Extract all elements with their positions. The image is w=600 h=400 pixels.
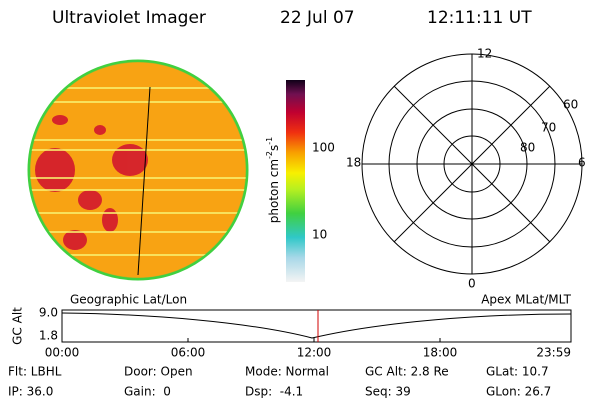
- footer-field: Dsp: -4.1: [245, 385, 303, 399]
- colorbar: 100 10 photon cm-2s-1: [265, 80, 335, 282]
- image-disk: [27, 59, 249, 281]
- timeline-xtick: 23:59: [536, 346, 571, 360]
- timeline-title: Apex MLat/MLT: [481, 293, 571, 307]
- timeline-ytick: 9.0: [39, 306, 58, 320]
- timeline-panel: [61, 309, 572, 343]
- mlt-label: 0: [468, 277, 476, 291]
- timeline-ytick: 1.8: [39, 329, 58, 343]
- timeline-xtick: 06:00: [171, 346, 206, 360]
- lat-label: 60: [563, 98, 578, 112]
- timeline-xtick: 18:00: [423, 346, 458, 360]
- timeline-title: Geographic Lat/Lon: [70, 293, 187, 307]
- mlt-label: 6: [578, 156, 586, 170]
- colorbar-tick: 10: [312, 228, 327, 242]
- footer-field: Gain: 0: [124, 385, 171, 399]
- polar-grid: [361, 53, 583, 275]
- date: 22 Jul 07: [280, 8, 355, 28]
- footer-field: Mode: Normal: [245, 365, 329, 379]
- footer-field: GLat: 10.7: [486, 365, 549, 379]
- colorbar-unit: photon cm-2s-1: [265, 137, 281, 224]
- footer-field: GLon: 26.7: [486, 385, 551, 399]
- timeline-ylabel: GC Alt: [11, 307, 25, 345]
- footer-field: Door: Open: [124, 365, 193, 379]
- title: Ultraviolet Imager: [52, 8, 206, 28]
- footer-field: Seq: 39: [365, 385, 411, 399]
- mlt-label: 12: [477, 47, 492, 61]
- time: 12:11:11 UT: [427, 8, 532, 28]
- timeline-xtick: 00:00: [45, 346, 80, 360]
- mlt-label: 18: [346, 156, 361, 170]
- footer-field: IP: 36.0: [8, 385, 53, 399]
- timeline-xtick: 12:00: [297, 346, 332, 360]
- lat-label: 70: [541, 121, 556, 135]
- footer-field: GC Alt: 2.8 Re: [365, 365, 449, 379]
- footer: Flt: LBHL Door: Open Mode: Normal GC Alt: 2…: [8, 365, 551, 399]
- footer-field: Flt: LBHL: [8, 365, 62, 379]
- lat-label: 80: [520, 141, 535, 155]
- colorbar-tick: 100: [312, 141, 335, 155]
